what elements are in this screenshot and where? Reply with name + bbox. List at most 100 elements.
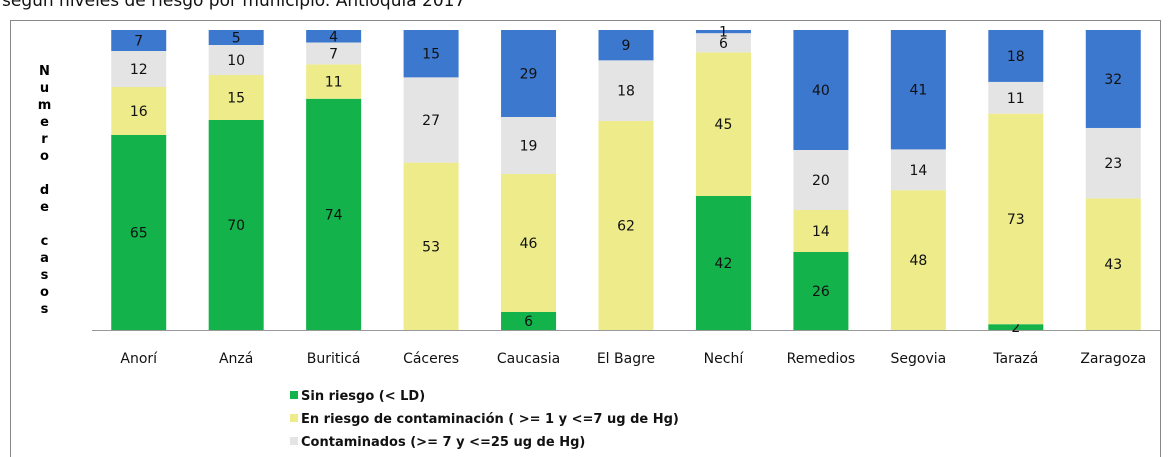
bar-segment	[598, 30, 654, 61]
bar-segment	[793, 30, 849, 150]
bar-segment	[793, 252, 849, 330]
data-label: 62	[617, 219, 635, 235]
bar-segment	[403, 162, 459, 330]
data-label: 53	[422, 239, 440, 255]
data-label: 70	[227, 218, 245, 234]
bar-segment	[403, 30, 459, 78]
bar-segment	[695, 52, 751, 196]
chart-border	[10, 20, 1161, 457]
data-label: 7	[134, 34, 143, 50]
data-label: 23	[1104, 156, 1122, 172]
bar-segment	[111, 87, 167, 135]
bar-segment	[1085, 30, 1141, 128]
data-label: 48	[909, 253, 927, 269]
legend-label: Contaminados (>= 7 y <=25 ug de Hg)	[301, 435, 585, 450]
legend-swatch	[290, 437, 298, 445]
data-label: 5	[232, 31, 241, 47]
data-label: 45	[715, 117, 733, 133]
x-tick-label: Buriticá	[307, 351, 361, 367]
bar-segment	[208, 45, 264, 75]
chart-title: según niveles de riesgo por municipio. A…	[2, 0, 465, 11]
x-tick-label: Cáceres	[403, 351, 459, 367]
x-tick-label: Tarazá	[992, 351, 1038, 367]
data-label: 26	[812, 284, 830, 300]
data-label: 18	[617, 84, 635, 100]
bar-segment	[793, 210, 849, 252]
bar-segment	[598, 60, 654, 122]
bar-segment	[306, 64, 362, 99]
data-label: 19	[520, 139, 538, 155]
bar-segment	[208, 30, 264, 45]
bar-segment	[695, 30, 751, 34]
x-tick-label: Segovia	[891, 351, 947, 367]
data-label: 41	[909, 83, 927, 99]
data-label: 73	[1007, 212, 1025, 228]
data-label: 43	[1104, 257, 1122, 273]
data-label: 15	[227, 91, 245, 107]
x-tick-label: Anorí	[120, 351, 158, 367]
bar-segment	[1085, 198, 1141, 330]
data-label: 10	[227, 53, 245, 69]
bar-segment	[501, 174, 557, 312]
legend-swatch	[290, 391, 298, 399]
bar-segment	[890, 30, 946, 150]
data-label: 6	[719, 36, 728, 52]
data-label: 7	[329, 46, 338, 62]
data-label: 6	[524, 314, 533, 330]
data-label: 40	[812, 83, 830, 99]
data-label: 12	[130, 62, 148, 78]
data-label: 9	[622, 38, 631, 54]
bar-segment	[501, 117, 557, 174]
bar-segment	[988, 81, 1044, 114]
bar-segment	[793, 150, 849, 210]
bar-segment	[501, 312, 557, 330]
x-tick-label: El Bagre	[597, 351, 655, 367]
bar-segment	[1085, 127, 1141, 199]
x-tick-label: Zaragoza	[1080, 351, 1146, 367]
data-label: 20	[812, 173, 830, 189]
bar-segment	[890, 149, 946, 191]
bar-segment	[306, 98, 362, 330]
data-label: 11	[325, 75, 343, 91]
y-axis-label: Numero de casos	[37, 64, 52, 319]
data-label: 18	[1007, 49, 1025, 65]
bar-segment	[988, 113, 1044, 325]
x-tick-label: Anzá	[219, 351, 253, 367]
data-label: 42	[715, 256, 733, 272]
data-label: 16	[130, 104, 148, 120]
data-label: 46	[520, 236, 538, 252]
data-label: 2	[1011, 320, 1020, 336]
legend-swatch	[290, 414, 298, 422]
data-label: 27	[422, 113, 440, 129]
data-label: 32	[1104, 72, 1122, 88]
bar-segment	[695, 195, 751, 330]
legend-label: Sin riesgo (< LD)	[301, 389, 425, 404]
bar-segment	[988, 30, 1044, 82]
data-label: 15	[422, 47, 440, 63]
bar-segment	[890, 190, 946, 330]
data-label: 1	[719, 25, 728, 41]
legend-label: En riesgo de contaminación ( >= 1 y <=7 …	[301, 412, 679, 427]
data-label: 65	[130, 226, 148, 242]
data-label: 4	[329, 29, 338, 45]
bar-segment	[306, 42, 362, 65]
bar-segment	[111, 30, 167, 51]
bar-segment	[306, 30, 362, 43]
data-label: 74	[325, 207, 343, 223]
x-tick-label: Nechí	[704, 351, 745, 367]
bar-segment	[208, 75, 264, 120]
bar-segment	[988, 324, 1044, 330]
data-label: 14	[812, 224, 830, 240]
bar-segment	[111, 135, 167, 330]
bar-segment	[403, 77, 459, 163]
bar-segment	[208, 120, 264, 330]
data-label: 11	[1007, 91, 1025, 107]
bar-segment	[695, 33, 751, 53]
bar-segment	[598, 121, 654, 331]
x-tick-label: Remedios	[787, 351, 856, 367]
bar-segment	[111, 51, 167, 87]
bar-segment	[501, 30, 557, 117]
data-label: 29	[520, 67, 538, 83]
x-tick-label: Caucasia	[497, 351, 560, 367]
